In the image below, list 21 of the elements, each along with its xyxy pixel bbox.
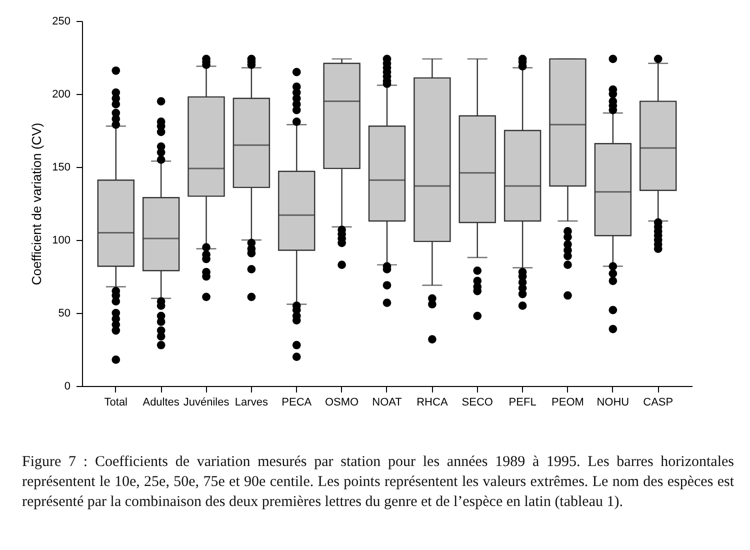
y-tick-label: 150 bbox=[52, 162, 70, 174]
x-tick-label: Adultes bbox=[142, 396, 180, 408]
x-tick-label: RHCA bbox=[416, 396, 448, 408]
y-tick-label: 100 bbox=[52, 234, 70, 246]
x-tick-label: PECA bbox=[282, 396, 312, 408]
x-tick-label: NOAT bbox=[372, 396, 402, 408]
y-axis-title: Coefficient de variation (CV) bbox=[29, 122, 44, 286]
y-tick-label: 200 bbox=[52, 88, 70, 100]
y-tick-label: 0 bbox=[64, 380, 70, 392]
x-tick-label: SECO bbox=[462, 396, 494, 408]
x-tick-label: PEOM bbox=[552, 396, 584, 408]
x-tick-label: PEFL bbox=[508, 396, 536, 408]
x-tick-label: Total bbox=[104, 396, 128, 408]
x-tick-label: OSMO bbox=[325, 396, 360, 408]
x-tick-label: Larves bbox=[234, 396, 268, 408]
x-tick-label: Juvéniles bbox=[183, 396, 230, 408]
y-tick-label: 250 bbox=[52, 16, 70, 28]
x-tick-label: CASP bbox=[643, 396, 674, 408]
caption: Figure 7 : Coefficients de variation mesurés par station pour les années 1989 à 1995. Les barres horizontales représentent le 10e, 25e, 50e, 75e et 90e centile. Les points représentent les valeurs extrêmes. Le nom des espèces est représenté par la combinaison des deux premières lettres du genre et de l’espèce en latin (tableau 1). bbox=[22, 453, 734, 512]
x-tick-label: NOHU bbox=[596, 396, 630, 408]
y-tick-label: 50 bbox=[58, 308, 70, 320]
